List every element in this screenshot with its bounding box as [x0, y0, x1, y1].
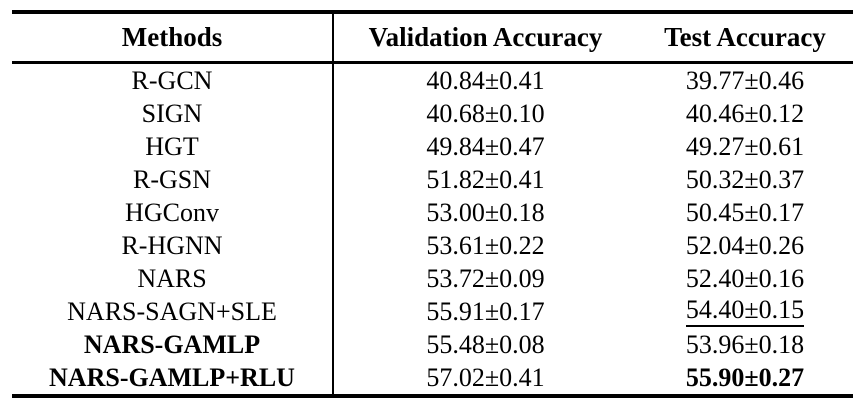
table-row: R-GCN 40.84±0.41 39.77±0.46 [12, 62, 853, 98]
validation-cell: 55.91±0.17 [333, 295, 637, 328]
method-cell: NARS-SAGN+SLE [12, 295, 334, 328]
validation-value: 53.61±0.22 [426, 230, 545, 260]
method-name: NARS-GAMLP+RLU [49, 362, 295, 392]
header-row: Methods Validation Accuracy Test Accurac… [12, 12, 853, 64]
method-name: R-HGNN [121, 230, 223, 260]
method-name: HGT [145, 131, 199, 161]
validation-cell: 53.61±0.22 [333, 229, 637, 262]
table-row: NARS-SAGN+SLE 55.91±0.17 54.40±0.15 [12, 295, 853, 328]
validation-cell: 40.84±0.41 [333, 63, 637, 98]
validation-cell: 53.00±0.18 [333, 196, 637, 229]
validation-value: 40.84±0.41 [426, 65, 545, 95]
validation-cell: 57.02±0.41 [333, 361, 637, 396]
method-cell: HGT [12, 130, 334, 163]
test-cell: 49.27±0.61 [637, 130, 853, 163]
validation-cell: 55.48±0.08 [333, 328, 637, 361]
validation-value: 51.82±0.41 [426, 164, 545, 194]
method-cell: R-HGNN [12, 229, 334, 262]
test-value: 52.04±0.26 [685, 230, 805, 260]
validation-value: 55.91±0.17 [426, 296, 545, 326]
validation-value: 53.72±0.09 [426, 263, 545, 293]
method-name: NARS-SAGN+SLE [67, 296, 277, 326]
test-value: 54.40±0.15 [685, 297, 805, 327]
column-header-validation-accuracy: Validation Accuracy [333, 12, 637, 64]
test-value: 39.77±0.46 [685, 65, 805, 95]
validation-value: 55.48±0.08 [426, 329, 545, 359]
table-row: HGT 49.84±0.47 49.27±0.61 [12, 130, 853, 163]
method-name: R-GSN [132, 164, 211, 194]
validation-value: 57.02±0.41 [426, 362, 545, 392]
method-cell: NARS-GAMLP [12, 328, 334, 361]
test-cell: 52.40±0.16 [637, 262, 853, 295]
method-cell: HGConv [12, 196, 334, 229]
validation-cell: 53.72±0.09 [333, 262, 637, 295]
method-name: NARS [137, 263, 207, 293]
test-cell: 50.32±0.37 [637, 163, 853, 196]
table-row: NARS-GAMLP+RLU 57.02±0.41 55.90±0.27 [12, 361, 853, 396]
test-value: 53.96±0.18 [685, 329, 805, 359]
table-row: HGConv 53.00±0.18 50.45±0.17 [12, 196, 853, 229]
test-cell: 50.45±0.17 [637, 196, 853, 229]
test-cell: 52.04±0.26 [637, 229, 853, 262]
test-value: 50.45±0.17 [685, 197, 805, 227]
table-row: NARS 53.72±0.09 52.40±0.16 [12, 262, 853, 295]
method-cell: SIGN [12, 97, 334, 130]
test-value: 55.90±0.27 [685, 362, 805, 392]
validation-value: 40.68±0.10 [426, 98, 545, 128]
method-cell: NARS [12, 262, 334, 295]
table-header: Methods Validation Accuracy Test Accurac… [12, 12, 853, 64]
validation-value: 49.84±0.47 [426, 131, 545, 161]
validation-cell: 40.68±0.10 [333, 97, 637, 130]
test-value: 40.46±0.12 [685, 98, 805, 128]
validation-cell: 51.82±0.41 [333, 163, 637, 196]
test-value: 52.40±0.16 [685, 263, 805, 293]
table-row: R-HGNN 53.61±0.22 52.04±0.26 [12, 229, 853, 262]
column-header-methods: Methods [12, 12, 334, 64]
table-body: R-GCN 40.84±0.41 39.77±0.46 SIGN 40.68±0… [12, 62, 853, 396]
method-name: NARS-GAMLP [83, 329, 261, 359]
method-name: SIGN [141, 98, 203, 128]
test-cell: 39.77±0.46 [637, 63, 853, 98]
method-cell: NARS-GAMLP+RLU [12, 361, 334, 396]
test-cell: 55.90±0.27 [637, 361, 853, 396]
validation-cell: 49.84±0.47 [333, 130, 637, 163]
method-cell: R-GSN [12, 163, 334, 196]
table-row: SIGN 40.68±0.10 40.46±0.12 [12, 97, 853, 130]
column-header-test-accuracy: Test Accuracy [637, 12, 853, 64]
table-row: R-GSN 51.82±0.41 50.32±0.37 [12, 163, 853, 196]
test-cell: 40.46±0.12 [637, 97, 853, 130]
method-name: R-GCN [131, 65, 213, 95]
test-cell: 53.96±0.18 [637, 328, 853, 361]
table-row: NARS-GAMLP 55.48±0.08 53.96±0.18 [12, 328, 853, 361]
method-name: HGConv [125, 197, 219, 227]
test-value: 49.27±0.61 [685, 131, 805, 161]
results-table: Methods Validation Accuracy Test Accurac… [12, 10, 853, 398]
test-cell: 54.40±0.15 [637, 295, 853, 328]
method-cell: R-GCN [12, 62, 334, 97]
test-value: 50.32±0.37 [685, 164, 805, 194]
validation-value: 53.00±0.18 [426, 197, 545, 227]
